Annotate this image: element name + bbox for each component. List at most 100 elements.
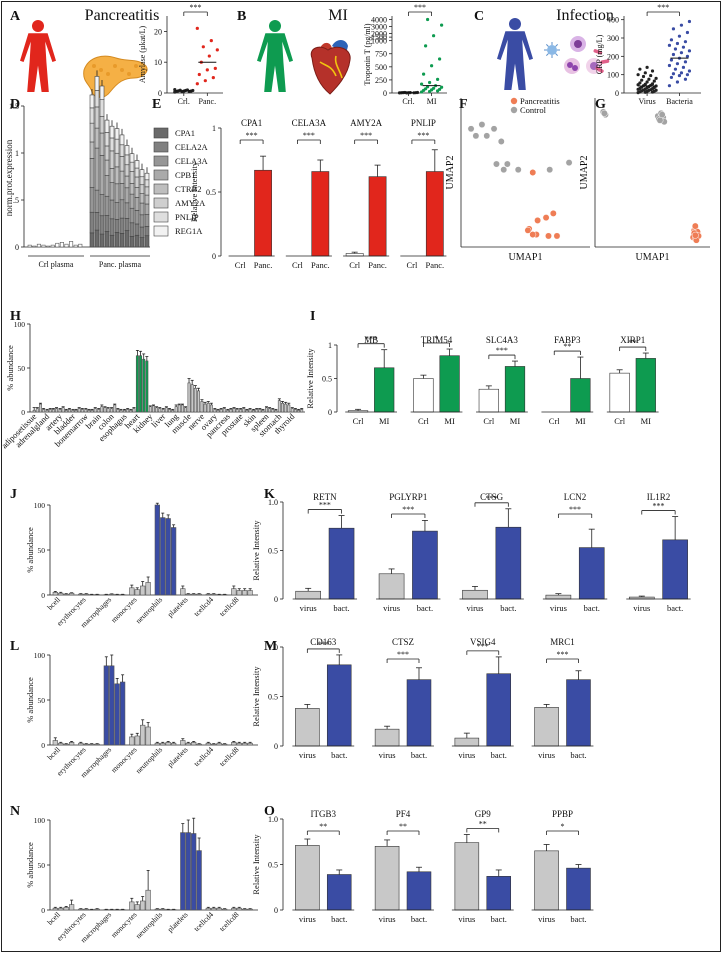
panel-N-x-tick-label: bcell xyxy=(45,910,62,927)
panel-C-point xyxy=(640,78,644,82)
panel-D-bar xyxy=(124,154,130,166)
panel-N-bar xyxy=(247,908,253,911)
panel-K-bar xyxy=(462,589,488,600)
panel-B-y-tick-label: 250 xyxy=(375,76,387,85)
panel-I-y-tick-label: 1 xyxy=(328,341,332,350)
panel-H-y-tick-label: 100 xyxy=(14,320,26,329)
panel-M-x-tick-label: bact. xyxy=(411,750,427,760)
panel-O-x-tick-label: bact. xyxy=(570,914,586,924)
panel-D-legend-swatch xyxy=(153,183,169,195)
panel-C-point xyxy=(641,74,646,79)
panel-C-point xyxy=(667,43,672,47)
panel-A-point xyxy=(209,39,213,43)
panel-F-point-pancreatitis xyxy=(553,232,561,240)
panel-D-bar xyxy=(129,222,135,237)
panel-M-x-tick-label: bact. xyxy=(491,750,507,760)
panel-O-sig-label: ** xyxy=(399,822,407,831)
panel-H-bar xyxy=(113,404,117,413)
panel-C-point xyxy=(638,81,642,85)
human-body-icon-head xyxy=(32,20,44,32)
human-body-icon-body xyxy=(257,33,293,92)
panel-K-x-tick-label: bact. xyxy=(584,603,600,613)
panel-C-point xyxy=(685,54,690,58)
panel-K-x-tick-label: virus xyxy=(550,603,567,613)
panel-L-bar xyxy=(247,742,253,746)
panel-B-y-tick-label: 3000 xyxy=(371,23,387,32)
panel-D-bar xyxy=(119,233,125,248)
panel-K-bar xyxy=(545,594,572,600)
panel-H-bar xyxy=(229,409,233,413)
panel-J-bar xyxy=(145,582,151,596)
panel-B-point xyxy=(426,17,430,22)
panel-A-y-label: Amylase (µkat/L) xyxy=(138,26,147,84)
panel-D-bar xyxy=(119,144,125,157)
panel-B-point xyxy=(424,44,428,48)
panel-H-bar xyxy=(277,400,281,413)
panel-H-bar xyxy=(297,409,301,413)
panel-label-L: L xyxy=(10,639,19,654)
panel-O-bar xyxy=(406,871,432,911)
panel-K-x-tick-label: virus xyxy=(466,603,483,613)
panel-L-bar xyxy=(69,741,75,746)
panel-D-bar xyxy=(99,116,105,134)
panel-F-point-control xyxy=(497,138,505,145)
panel-L-bar xyxy=(94,743,100,746)
panel-D-bar xyxy=(129,153,135,163)
panel-C-y-label: CRP (mg/L) xyxy=(595,34,604,74)
panel-H-bar xyxy=(193,387,197,413)
panel-I-sig-label: *** xyxy=(365,335,377,344)
panel-K-x-tick-label: bact. xyxy=(333,603,349,613)
panel-E-y-label: Relative Intensity xyxy=(189,161,199,222)
panel-C-point xyxy=(679,23,684,27)
human-body-icon-head xyxy=(269,20,281,32)
panel-J-y-tick-label: 0 xyxy=(41,591,45,600)
panel-H-bar xyxy=(174,406,178,413)
panel-B-point xyxy=(424,87,428,91)
panel-E-x-tick-label: Panc. xyxy=(425,260,444,270)
panel-A-title: Pancreatitis xyxy=(85,7,160,24)
panel-K-y-label: Relative Intensity xyxy=(251,520,261,581)
panel-H-bar xyxy=(255,409,259,413)
panel-label-E: E xyxy=(152,97,161,112)
cells-icon-nucleus xyxy=(574,40,582,48)
panel-O-gene-label: GP9 xyxy=(475,809,492,819)
panel-C-point xyxy=(643,71,647,75)
panel-C-point xyxy=(669,38,674,42)
panel-L-bar xyxy=(52,740,58,746)
panel-H-bar xyxy=(61,407,65,413)
panel-K-bar xyxy=(328,527,355,600)
panel-D-bar xyxy=(124,230,130,248)
panel-D-legend-swatch xyxy=(153,155,169,167)
panel-E-x-tick-label: Crl xyxy=(349,260,361,270)
pancreas-icon-lobule xyxy=(92,64,96,68)
panel-B-point xyxy=(438,57,442,61)
panel-N-y-tick-label: 0 xyxy=(41,906,45,915)
panel-A-point xyxy=(203,79,207,83)
panel-A-y-tick-label: 0 xyxy=(158,89,162,98)
panel-O-x-tick-label: bact. xyxy=(411,914,427,924)
panel-D-y-tick-label: 0 xyxy=(15,243,19,252)
panel-D-bar xyxy=(99,85,105,100)
panel-label-C: C xyxy=(474,9,484,24)
panel-K-sig-label: *** xyxy=(569,505,581,514)
panel-H-bar xyxy=(264,407,268,413)
panel-A-point xyxy=(195,82,199,86)
panel-L-y-tick-label: 0 xyxy=(41,741,45,750)
panel-K-bar xyxy=(662,539,688,600)
panel-I-gene-label: MB xyxy=(364,335,378,345)
panel-C-point xyxy=(683,77,688,81)
cells-icon xyxy=(544,36,602,74)
panel-F-legend-marker xyxy=(510,106,518,114)
panel-F-point-control xyxy=(503,160,511,168)
panel-C-y-tick-label: 0 xyxy=(615,89,619,98)
panel-C-point xyxy=(683,40,688,44)
panel-L-bar xyxy=(196,743,202,746)
panel-J-x-tick-label: tcellcd4 xyxy=(192,595,215,618)
panel-D-bar xyxy=(94,76,100,91)
panel-D-y-tick-label: .5 xyxy=(13,196,19,205)
panel-L-bar xyxy=(222,743,228,746)
panel-D-bar xyxy=(134,234,140,248)
panel-K-gene-label: LCN2 xyxy=(564,492,587,502)
panel-L-x-tick-label: platelets xyxy=(166,745,190,769)
panel-D-legend-swatch xyxy=(153,211,169,223)
